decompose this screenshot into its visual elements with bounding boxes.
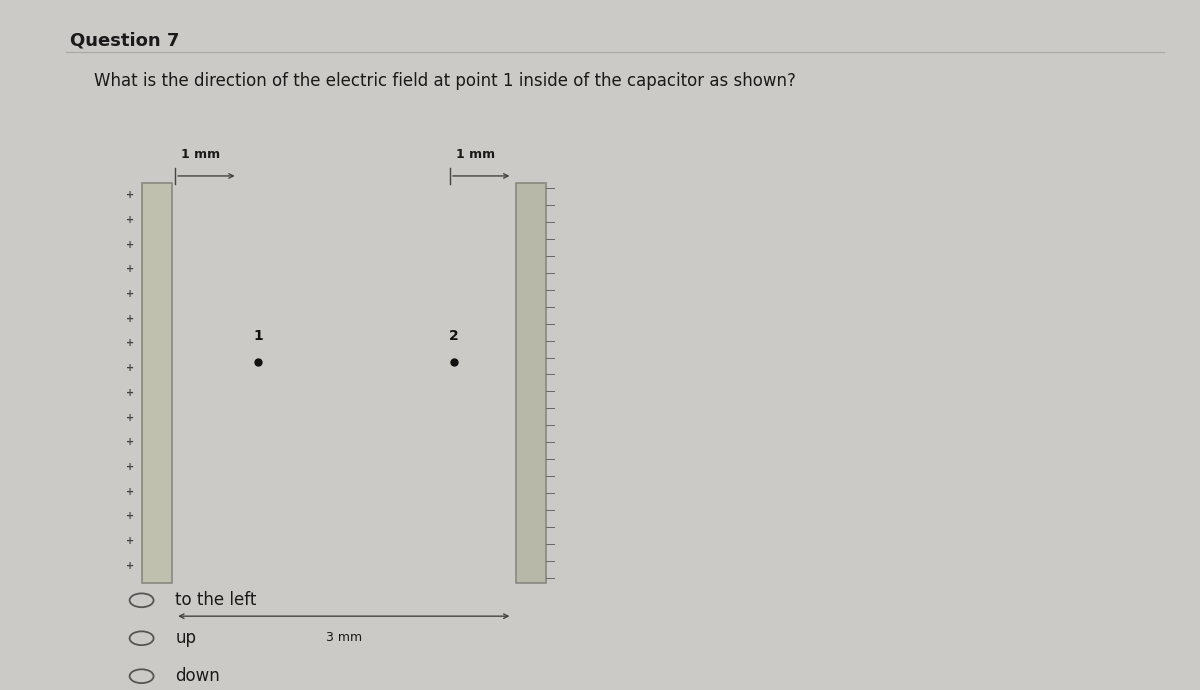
Text: 3 mm: 3 mm	[325, 631, 362, 644]
Text: +: +	[126, 339, 133, 348]
Text: +: +	[126, 239, 133, 250]
Text: to the left: to the left	[175, 591, 257, 609]
Text: +: +	[126, 511, 133, 522]
Bar	[516, 183, 546, 583]
Text: +: +	[126, 388, 133, 398]
Text: Question 7: Question 7	[70, 31, 179, 49]
Text: +: +	[126, 314, 133, 324]
Bar	[142, 183, 172, 583]
Text: +: +	[126, 413, 133, 422]
Text: 1: 1	[253, 329, 263, 343]
Text: up: up	[175, 629, 197, 647]
Text: +: +	[126, 264, 133, 275]
Text: +: +	[126, 215, 133, 225]
Text: What is the direction of the electric field at point 1 inside of the capacitor a: What is the direction of the electric fi…	[94, 72, 796, 90]
Text: +: +	[126, 462, 133, 472]
Text: +: +	[126, 289, 133, 299]
Text: 1 mm: 1 mm	[456, 148, 496, 161]
Text: down: down	[175, 667, 220, 685]
Text: +: +	[126, 363, 133, 373]
Text: +: +	[126, 561, 133, 571]
Text: +: +	[126, 536, 133, 546]
Text: +: +	[126, 190, 133, 200]
Text: 1 mm: 1 mm	[181, 148, 221, 161]
Text: 2: 2	[449, 329, 458, 343]
Text: +: +	[126, 486, 133, 497]
Text: +: +	[126, 437, 133, 447]
